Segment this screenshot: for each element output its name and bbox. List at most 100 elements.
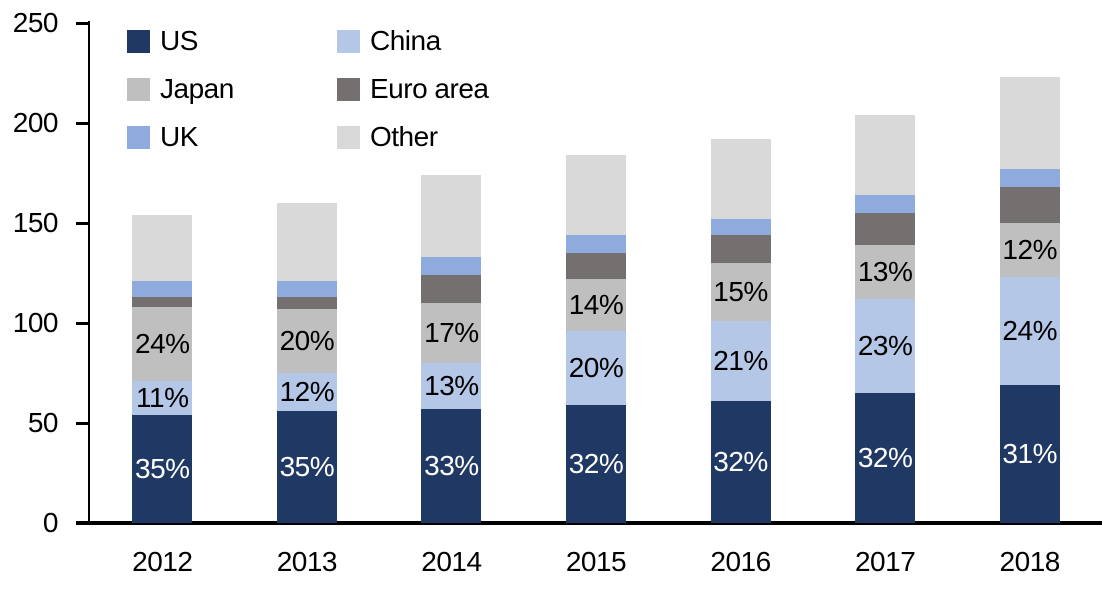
- bar-segment-euro-area-2014: [421, 275, 482, 303]
- legend-swatch-uk-icon: [127, 125, 150, 149]
- bar-segment-us-2017: 32%: [855, 393, 916, 523]
- legend-item-china: China: [337, 25, 488, 57]
- bar-segment-euro-area-2012: [132, 297, 193, 307]
- bar-percent-label: 14%: [568, 289, 624, 320]
- bar-percent-label: 32%: [857, 442, 913, 473]
- bar-segment-china-2017: 23%: [855, 299, 916, 393]
- y-axis-tick-mark: [76, 21, 89, 25]
- bar-segment-china-2012: 11%: [132, 381, 193, 415]
- bar-percent-label: 20%: [568, 352, 624, 383]
- x-axis-year-label: 2014: [421, 546, 482, 577]
- legend-swatch-china-icon: [337, 29, 360, 53]
- legend-swatch-other-icon: [337, 125, 360, 149]
- y-axis-tick-mark: [76, 321, 89, 325]
- x-axis-year-label: 2017: [854, 546, 916, 577]
- y-axis-line: [88, 21, 90, 524]
- bar-segment-japan-2014: 17%: [421, 303, 482, 363]
- legend-swatch-euro-area-icon: [337, 77, 360, 101]
- bar-percent-label: 12%: [1002, 234, 1057, 265]
- bar-segment-other-2014: [421, 175, 482, 257]
- bar-percent-label: 12%: [279, 376, 335, 407]
- bar-segment-china-2018: 24%: [999, 277, 1060, 385]
- bar-segment-us-2014: 33%: [421, 409, 482, 523]
- x-axis-year-label: 2016: [710, 546, 771, 577]
- bar-percent-label: 20%: [279, 325, 335, 356]
- bar-percent-label: 32%: [568, 448, 624, 479]
- bar-segment-other-2015: [566, 155, 626, 235]
- bar-percent-label: 24%: [135, 328, 190, 359]
- bar-segment-euro-area-2017: [855, 213, 916, 245]
- y-axis-tick-label: 50: [27, 407, 59, 438]
- bar-percent-label: 21%: [713, 345, 768, 376]
- bar-segment-us-2018: 31%: [999, 385, 1060, 523]
- legend-label-japan: Japan: [160, 73, 234, 104]
- bar-segment-japan-2013: 20%: [276, 309, 337, 373]
- bar-segment-other-2013: [276, 203, 337, 281]
- bar-percent-label: 11%: [136, 382, 189, 413]
- bar-percent-label: 31%: [1002, 438, 1057, 469]
- bar-percent-label: 32%: [713, 446, 768, 477]
- bar-segment-us-2015: 32%: [566, 405, 626, 523]
- y-axis-tick-label: 100: [12, 307, 59, 338]
- bar-segment-uk-2014: [421, 257, 482, 275]
- legend-swatch-japan-icon: [127, 77, 150, 101]
- legend-label-euro-area: Euro area: [370, 73, 489, 104]
- bar-segment-us-2016: 32%: [710, 401, 771, 523]
- bar-segment-japan-2018: 12%: [999, 223, 1060, 277]
- bar-segment-japan-2016: 15%: [710, 263, 771, 321]
- bar-segment-japan-2015: 14%: [566, 279, 626, 331]
- bar-percent-label: 13%: [857, 256, 913, 287]
- y-axis-tick-mark: [76, 121, 89, 125]
- bar-segment-china-2014: 13%: [421, 363, 482, 409]
- bar-segment-uk-2015: [566, 235, 626, 253]
- bar-segment-china-2013: 12%: [276, 373, 337, 411]
- legend-item-japan: Japan: [127, 73, 337, 105]
- bar-segment-euro-area-2018: [999, 187, 1060, 223]
- bar-segment-other-2016: [710, 139, 771, 219]
- bar-percent-label: 33%: [424, 450, 479, 481]
- y-axis-tick-label: 150: [12, 207, 59, 238]
- legend-label-china: China: [370, 25, 441, 56]
- bar-segment-other-2012: [132, 215, 193, 281]
- bar-percent-label: 24%: [1002, 315, 1057, 346]
- legend-item-us: US: [127, 25, 337, 57]
- legend-item-uk: UK: [127, 121, 337, 153]
- bar-segment-uk-2013: [276, 281, 337, 297]
- legend-label-us: US: [160, 25, 198, 56]
- y-axis-tick-label: 250: [12, 7, 59, 38]
- x-axis-year-label: 2015: [565, 546, 627, 577]
- legend-label-uk: UK: [160, 121, 198, 152]
- bar-segment-euro-area-2013: [276, 297, 337, 309]
- bar-segment-uk-2012: [132, 281, 193, 297]
- y-axis-tick-mark: [76, 421, 89, 425]
- bar-segment-china-2016: 21%: [710, 321, 771, 401]
- bar-segment-uk-2016: [710, 219, 771, 235]
- y-axis-tick-mark: [76, 521, 89, 525]
- bar-segment-uk-2017: [855, 195, 916, 213]
- bar-segment-us-2012: 35%: [132, 415, 193, 523]
- legend: US China Japan Euro area UK Other: [127, 17, 489, 161]
- bar-percent-label: 15%: [713, 276, 768, 307]
- y-axis-tick-label: 200: [12, 107, 59, 138]
- y-axis-tick-label: 0: [42, 507, 59, 538]
- bar-segment-us-2013: 35%: [276, 411, 337, 523]
- x-axis-year-label: 2012: [132, 546, 193, 577]
- x-axis-year-label: 2013: [276, 546, 338, 577]
- bar-segment-other-2017: [855, 115, 916, 195]
- x-axis-year-label: 2018: [999, 546, 1061, 577]
- bar-percent-label: 35%: [279, 451, 335, 482]
- bar-segment-china-2015: 20%: [566, 331, 626, 405]
- x-axis-line: [76, 521, 1102, 525]
- bar-percent-label: 23%: [857, 330, 913, 361]
- bar-segment-other-2018: [999, 77, 1060, 169]
- bar-segment-euro-area-2016: [710, 235, 771, 263]
- legend-item-other: Other: [337, 121, 488, 153]
- legend-label-other: Other: [370, 121, 438, 152]
- legend-swatch-us-icon: [127, 29, 150, 53]
- bar-segment-japan-2012: 24%: [132, 307, 193, 381]
- bar-segment-euro-area-2015: [566, 253, 626, 279]
- legend-item-euro-area: Euro area: [337, 73, 489, 105]
- bar-segment-uk-2018: [999, 169, 1060, 187]
- bar-percent-label: 35%: [135, 453, 190, 484]
